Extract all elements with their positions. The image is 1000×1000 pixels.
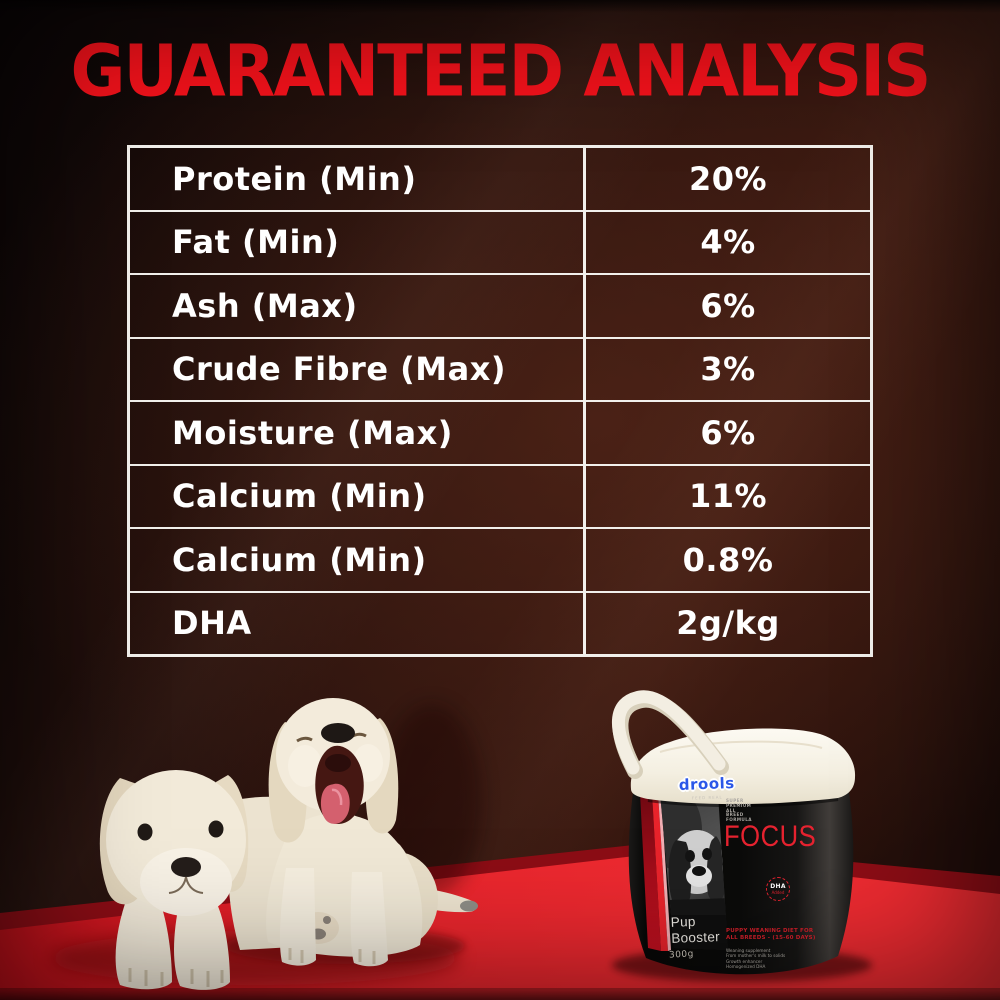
wall-shadow: [382, 704, 482, 896]
guaranteed-analysis-table: Protein (Min) 20% Fat (Min) 4% Ash (Max)…: [127, 145, 873, 657]
puppy-nose: [321, 723, 355, 743]
puppy-front-leg: [115, 895, 172, 990]
puppy-front-leg: [279, 868, 316, 966]
row-value: 6%: [583, 402, 870, 464]
lid-ridge: [659, 740, 823, 753]
dha-badge: DHA Added: [766, 877, 790, 901]
puppy-tongue: [320, 783, 350, 824]
formula-line: BREED: [726, 812, 744, 818]
formula-line: SUPER: [726, 798, 744, 803]
puppy-mouth-throat: [325, 754, 351, 772]
diet-note: PUPPY WEANING DIET FOR ALL BREEDS - (15-…: [726, 928, 816, 942]
puppy-muzzle: [140, 848, 232, 916]
variant-line: Booster: [671, 928, 721, 946]
row-label: Crude Fibre (Max): [172, 350, 506, 389]
puppy-toes: [288, 948, 376, 964]
row-value: 4%: [583, 211, 870, 273]
puppy-front-leg: [350, 872, 388, 967]
lid-underside-shadow: [647, 797, 839, 808]
table-row: Crude Fibre (Max) 3%: [130, 336, 870, 400]
puppy-eye: [208, 820, 224, 838]
formula-text: SUPER PREMIUM ALL BREED FORMULA: [726, 798, 752, 823]
label-stripe-dark: [640, 793, 661, 951]
fine-print-line: Homogenized DHA: [726, 964, 766, 970]
row-value: 2g/kg: [583, 592, 870, 654]
row-value: 0.8%: [583, 529, 870, 591]
puppy-nose: [171, 857, 201, 877]
puppy-toes: [128, 968, 224, 987]
row-label: Calcium (Min): [172, 540, 427, 579]
row-value: 20%: [583, 148, 870, 210]
row-label: DHA: [172, 604, 252, 643]
dha-badge-subtext: Added: [771, 889, 785, 895]
row-value: 11%: [583, 465, 870, 527]
table-row: Calcium (Min) 0.8%: [130, 527, 870, 591]
tub-lid: [630, 728, 856, 805]
puppy-mouth: [168, 876, 204, 894]
variant-line: Pup: [670, 913, 696, 930]
floor-bottom-shade: [0, 988, 1000, 1000]
row-label: Calcium (Min): [172, 477, 427, 516]
fine-print-line: Weaning supplement: [726, 948, 771, 953]
label-puppy-photo: [660, 793, 728, 950]
table-row: Moisture (Max) 6%: [130, 400, 870, 464]
formula-line: FORMULA: [726, 817, 752, 823]
row-label: Fat (Min): [172, 223, 340, 262]
formula-line: PREMIUM: [726, 802, 752, 808]
product-name: FOCUS: [724, 819, 817, 853]
fine-print-line: Growth enhancer: [726, 958, 763, 964]
fine-print-line: From mother's milk to solids: [726, 953, 786, 959]
tub-handle: [612, 690, 726, 775]
variant-name: Pup Booster: [670, 913, 720, 946]
diet-note-line: PUPPY WEANING DIET FOR: [726, 928, 814, 934]
label-stripe-light: [658, 793, 671, 951]
row-label: Moisture (Max): [172, 413, 453, 452]
row-label: Ash (Max): [172, 286, 358, 325]
brand-name: drools: [678, 774, 735, 794]
fine-print: Weaning supplement From mother's milk to…: [726, 948, 785, 970]
puppy-muzzle-side: [288, 745, 322, 787]
row-value: 3%: [583, 338, 870, 400]
page-title: GUARANTEED ANALYSIS: [70, 29, 932, 113]
puppy-paw-pad: [323, 916, 331, 924]
table-row: Calcium (Min) 11%: [130, 463, 870, 527]
table-row: Fat (Min) 4%: [130, 209, 870, 273]
puppy-tail-tip: [460, 900, 478, 912]
table-row: DHA 2g/kg: [130, 590, 870, 654]
table-row: Protein (Min) 20%: [130, 148, 870, 210]
net-weight: 300g: [668, 949, 695, 961]
formula-line: ALL: [726, 807, 736, 813]
product-tub: [612, 690, 856, 975]
row-value: 6%: [583, 275, 870, 337]
diet-note-line: ALL BREEDS - (15-60 DAYS): [726, 935, 816, 941]
puppy-sitting: [266, 698, 478, 967]
puppy-eye: [137, 823, 153, 841]
row-label: Protein (Min): [172, 159, 417, 198]
puppy-tongue-highlight: [331, 788, 343, 806]
dha-badge-text: DHA: [770, 882, 786, 890]
label-stripe-red: [652, 793, 668, 951]
table-row: Ash (Max) 6%: [130, 273, 870, 337]
puppy-front-leg: [174, 898, 230, 990]
